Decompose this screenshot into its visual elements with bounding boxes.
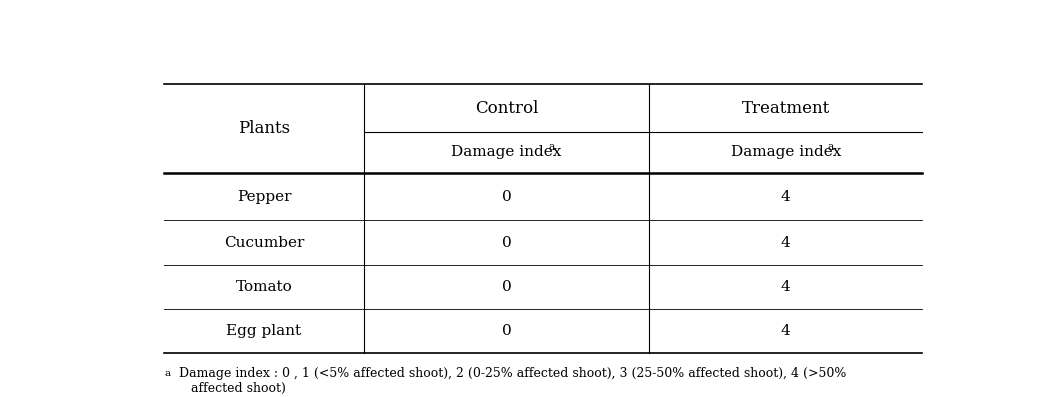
Text: Damage index: Damage index <box>451 145 562 159</box>
Text: Treatment: Treatment <box>742 100 830 116</box>
Text: Egg plant: Egg plant <box>226 324 302 338</box>
Text: Tomato: Tomato <box>236 280 292 294</box>
Text: 4: 4 <box>781 324 791 338</box>
Text: 0: 0 <box>502 280 511 294</box>
Text: 4: 4 <box>781 235 791 250</box>
Text: Damage index: Damage index <box>730 145 841 159</box>
Text: a: a <box>828 142 834 152</box>
Text: Plants: Plants <box>238 120 290 137</box>
Text: 0: 0 <box>502 235 511 250</box>
Text: Damage index : 0 , 1 (<5% affected shoot), 2 (0-25% affected shoot), 3 (25-50% a: Damage index : 0 , 1 (<5% affected shoot… <box>179 367 846 395</box>
Text: 0: 0 <box>502 324 511 338</box>
Text: Cucumber: Cucumber <box>224 235 304 250</box>
Text: Pepper: Pepper <box>237 190 291 204</box>
Text: 4: 4 <box>781 280 791 294</box>
Text: 0: 0 <box>502 190 511 204</box>
Text: Control: Control <box>474 100 539 116</box>
Text: 4: 4 <box>781 190 791 204</box>
Text: a: a <box>548 142 554 152</box>
Text: a: a <box>164 369 170 378</box>
